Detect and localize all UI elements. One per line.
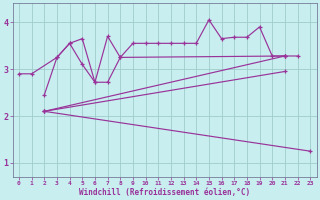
X-axis label: Windchill (Refroidissement éolien,°C): Windchill (Refroidissement éolien,°C) [79,188,250,197]
